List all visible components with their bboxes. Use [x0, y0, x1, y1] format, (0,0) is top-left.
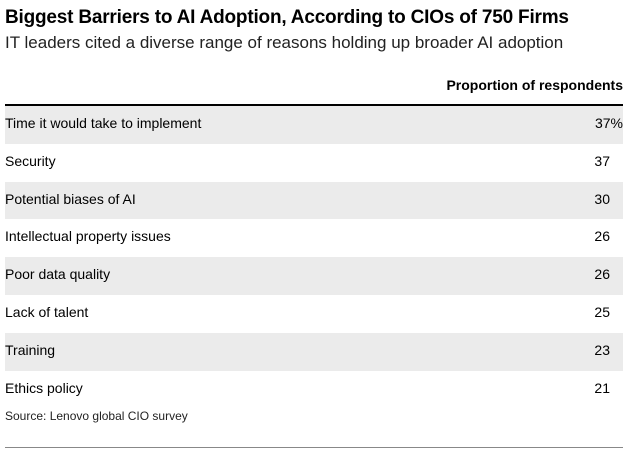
row-value: 23 [594, 341, 610, 358]
table-row: Training 23 [5, 332, 623, 371]
table-row: Potential biases of AI 30 [5, 181, 623, 220]
row-label: Poor data quality [5, 266, 111, 283]
row-value: 30 [594, 190, 610, 207]
row-value: 25 [594, 303, 610, 320]
row-value: 37 [594, 152, 610, 169]
row-label: Security [5, 152, 56, 169]
row-value: 26 [594, 266, 610, 283]
table-row: Ethics policy 21 [5, 371, 623, 409]
row-label: Intellectual property issues [5, 228, 171, 245]
table-row: Poor data quality 26 [5, 257, 623, 295]
header-divider [5, 104, 623, 106]
table-row: Time it would take to implement 37% [5, 106, 623, 144]
column-header: Proportion of respondents [446, 77, 623, 93]
chart-subtitle: IT leaders cited a diverse range of reas… [5, 33, 564, 52]
table-row: Intellectual property issues 26 [5, 219, 623, 257]
row-label: Ethics policy [5, 379, 83, 396]
row-label: Potential biases of AI [5, 190, 136, 207]
row-label: Time it would take to implement [5, 115, 202, 131]
row-value: 26 [594, 228, 610, 245]
bottom-divider [5, 447, 623, 448]
chart-title: Biggest Barriers to AI Adoption, Accordi… [5, 7, 569, 28]
row-label: Lack of talent [5, 303, 89, 320]
source-note: Source: Lenovo global CIO survey [5, 409, 188, 423]
table-row: Lack of talent 25 [5, 295, 623, 333]
row-value: 21 [594, 379, 610, 396]
table-row: Security 37 [5, 144, 623, 182]
row-label: Training [5, 341, 56, 358]
table-body: Time it would take to implement 37% Securi… [5, 106, 623, 408]
row-value: 37% [594, 115, 623, 131]
